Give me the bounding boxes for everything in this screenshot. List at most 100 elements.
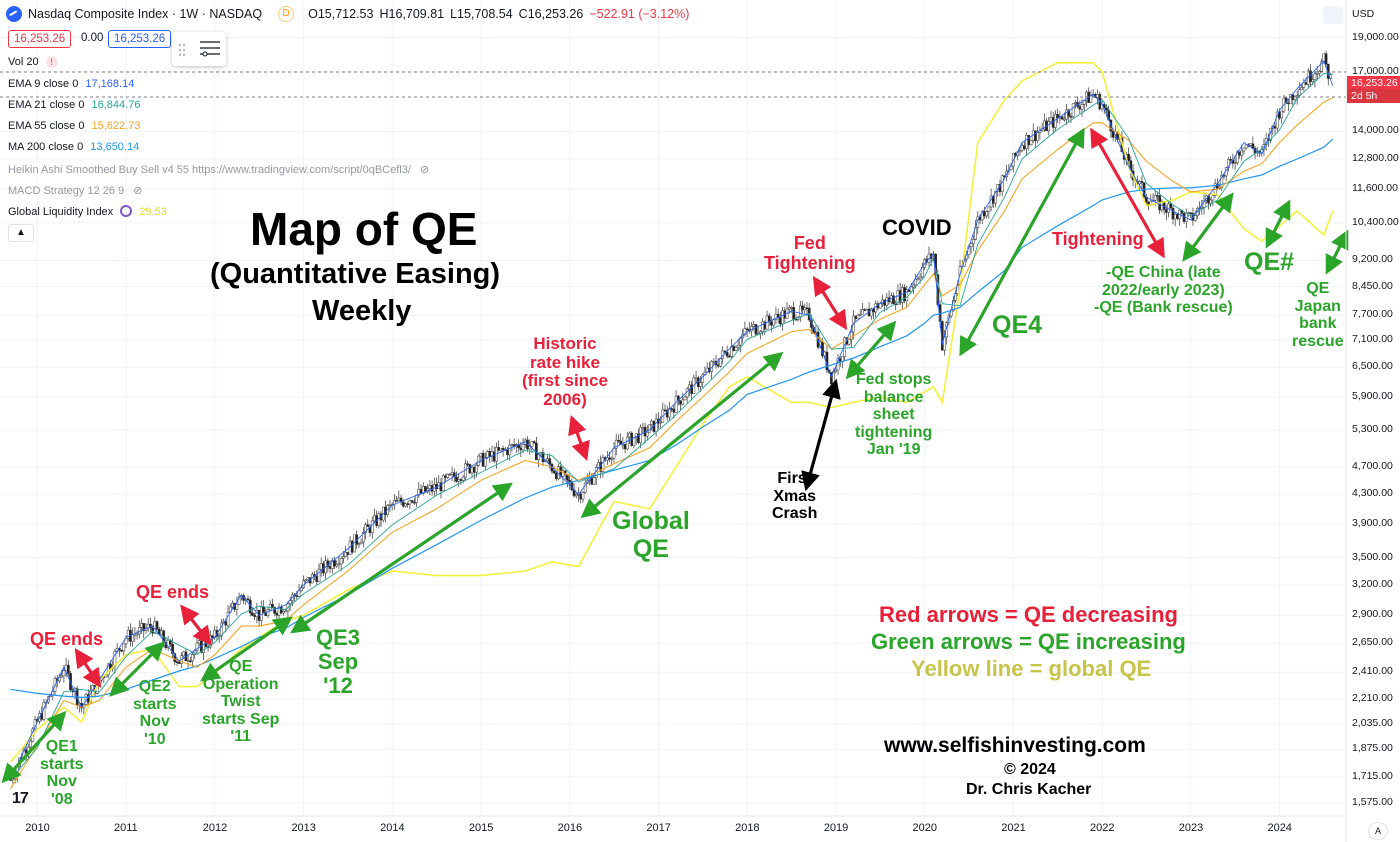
annotation-arrow — [1265, 199, 1291, 249]
candle-body — [581, 492, 585, 500]
candle-body — [628, 432, 631, 438]
indicator-vol[interactable]: Vol 20 ! — [8, 56, 58, 68]
annotation-period: Weekly — [312, 295, 412, 327]
candle-body — [428, 485, 432, 489]
annotation-subtitle: (Quantitative Easing) — [210, 258, 501, 290]
candle-body — [483, 457, 487, 467]
candle-body — [1286, 102, 1290, 105]
candle-body — [510, 444, 514, 446]
indicator-macd[interactable]: MACD Strategy 12 26 9 ⊘ — [8, 184, 142, 197]
bid-price-box[interactable]: 16,253.26 — [8, 30, 72, 48]
annotation-arrow — [109, 641, 165, 697]
candle-body — [683, 396, 687, 401]
annotation-arrow — [180, 604, 212, 646]
candle-body — [772, 319, 776, 326]
maximize-button[interactable] — [1323, 6, 1343, 24]
candle-body — [1209, 199, 1213, 204]
currency-label[interactable]: USD — [1352, 8, 1375, 20]
candle-body — [885, 297, 889, 306]
indicator-ema9[interactable]: EMA 9 close 0 17,168.14 — [8, 78, 134, 90]
indicator-ma200[interactable]: MA 200 close 0 13,650.14 — [8, 141, 139, 153]
candle-body — [315, 575, 319, 583]
symbol-title[interactable]: Nasdaq Composite Index · 1W · NASDAQ — [28, 7, 263, 21]
candle-body — [486, 451, 489, 458]
candle-body — [1060, 116, 1064, 120]
annotation-qe1: QE1 starts Nov '08 — [40, 738, 84, 808]
candle-body — [231, 602, 234, 608]
warning-icon[interactable]: ! — [45, 56, 58, 68]
last-price-tag: 16,253.26 — [1347, 76, 1400, 90]
refresh-icon[interactable] — [120, 205, 133, 217]
candle-body — [770, 321, 773, 326]
candle-body — [699, 382, 702, 387]
candle-body — [404, 503, 407, 507]
candle-body — [271, 603, 274, 608]
candle-body — [805, 307, 809, 309]
indicator-ema21[interactable]: EMA 21 close 0 16,844.76 — [8, 99, 140, 111]
candle-body — [253, 615, 256, 617]
annotation-qe-ends-2: QE ends — [136, 582, 210, 602]
candle-body — [131, 634, 134, 642]
candle-body — [415, 494, 418, 503]
chart-menu-button[interactable] — [172, 32, 226, 66]
candle-body — [140, 623, 143, 628]
candle-body — [66, 664, 70, 674]
copyright-text: © 2024 — [1004, 761, 1056, 778]
annotation-arrow — [580, 351, 784, 519]
hidden-eye-icon[interactable]: ⊘ — [133, 185, 143, 197]
indicator-liquidity[interactable]: Global Liquidity Index 29.53 — [8, 205, 167, 218]
candle-body — [457, 479, 461, 482]
candle-body — [11, 778, 15, 780]
countdown-tag: 2d 5h — [1347, 89, 1400, 103]
candle-body — [9, 779, 12, 781]
candle-body — [712, 360, 716, 363]
y-tick-label: 3,900.00 — [1352, 517, 1393, 530]
candle-body — [849, 331, 853, 340]
candle-body — [865, 308, 869, 311]
y-tick-label: 5,900.00 — [1352, 390, 1393, 403]
candle-body — [142, 623, 146, 632]
collapse-legend-button[interactable]: ▲ — [8, 224, 34, 242]
annotation-first-xmas-crash: First Xmas Crash — [772, 470, 818, 523]
candle-body — [175, 661, 179, 663]
x-tick-label: 2018 — [735, 822, 760, 834]
candle-body — [373, 515, 376, 522]
indicator-ema55-label: EMA 55 close 0 — [8, 120, 85, 132]
candle-body — [798, 305, 802, 318]
candle-body — [579, 493, 583, 500]
candle-body — [182, 651, 186, 657]
indicator-ema55[interactable]: EMA 55 close 0 15,622.73 — [8, 120, 140, 132]
candle-body — [1176, 213, 1179, 219]
candle-body — [612, 448, 616, 459]
candle-body — [461, 476, 465, 481]
candle-body — [328, 566, 332, 569]
ohlc-change: −522.91 (−3.12%) — [589, 7, 690, 21]
auto-scale-button[interactable]: A — [1368, 822, 1388, 840]
candle-body — [858, 313, 862, 316]
annotation-qe-twist: QE Operation Twist starts Sep '11 — [202, 658, 280, 746]
candle-body — [188, 660, 192, 662]
indicator-ema55-value: 15,622.73 — [91, 120, 141, 132]
ask-price-box[interactable]: 16,253.26 — [108, 30, 172, 48]
indicator-heikin-ashi[interactable]: Heikin Ashi Smoothed Buy Sell v4 55 http… — [8, 163, 429, 176]
candle-body — [1302, 82, 1306, 88]
hidden-eye-icon[interactable]: ⊘ — [419, 164, 430, 176]
candle-body — [446, 473, 449, 478]
candle-body — [173, 653, 177, 662]
candle-body — [987, 206, 991, 212]
author-text: Dr. Chris Kacher — [966, 781, 1092, 798]
candle-body — [455, 476, 458, 482]
indicator-ema21-value: 16,844.76 — [91, 99, 141, 111]
candle-body — [466, 463, 469, 465]
candle-body — [1127, 154, 1130, 161]
candle-body — [792, 307, 796, 320]
candle-body — [475, 465, 478, 473]
candle-body — [1036, 132, 1040, 141]
candle-body — [610, 458, 614, 460]
annotation-fed-tightening: Fed Tightening — [764, 233, 856, 273]
candle-body — [339, 557, 343, 565]
candle-body — [508, 444, 512, 456]
candle-body — [1140, 181, 1144, 184]
